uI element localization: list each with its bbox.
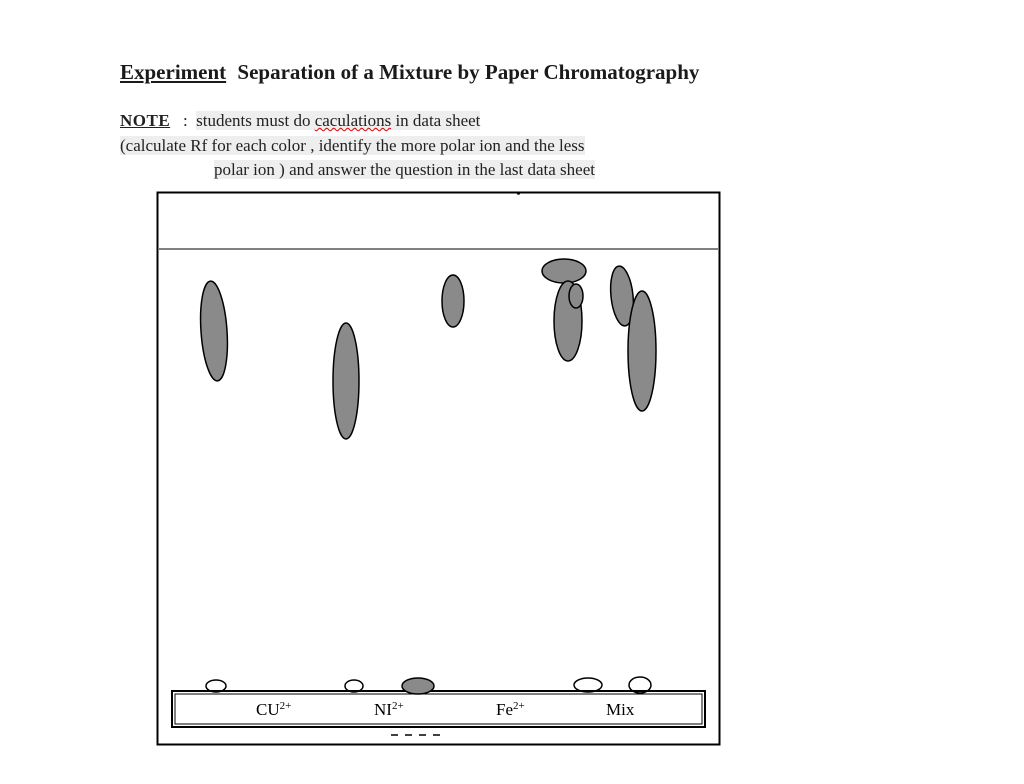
title-label: Experiment [120, 60, 226, 84]
stray-dot: • [516, 187, 521, 203]
note-label: NOTE [120, 111, 170, 130]
note-colon: : [174, 111, 196, 130]
note-line2: (calculate Rf for each color , identify … [120, 136, 585, 155]
note-line3: polar ion ) and answer the question in t… [214, 160, 595, 179]
page-title: Experiment Separation of a Mixture by Pa… [120, 60, 900, 85]
svg-text:Mix: Mix [606, 700, 635, 719]
chromatogram-diagram: CU2+NI2+Fe2+Mix [156, 191, 721, 746]
note-block: NOTE : students must do caculations in d… [120, 109, 900, 183]
note-line1c: in data sheet [391, 111, 480, 130]
note-line1a: students must do [196, 111, 315, 130]
title-rest: Separation of a Mixture by Paper Chromat… [237, 60, 699, 84]
note-line1b: caculations [315, 111, 391, 130]
